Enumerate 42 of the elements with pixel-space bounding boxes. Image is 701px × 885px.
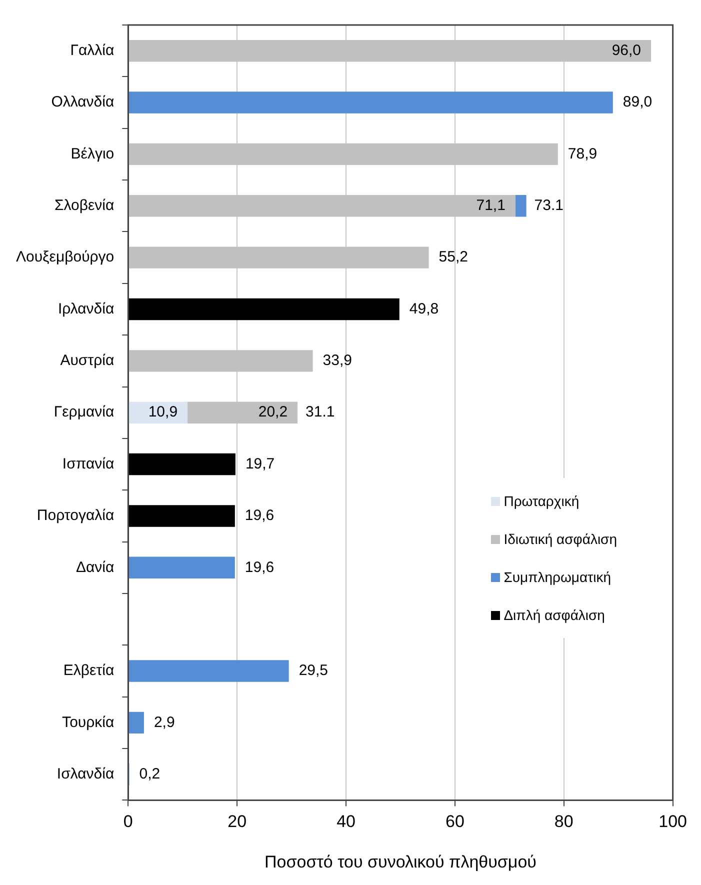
x-tick-label: 80	[554, 812, 574, 832]
x-tick-label: 40	[336, 812, 356, 832]
data-label: 55,2	[438, 248, 468, 266]
y-tick-label: Ιρλανδία	[58, 300, 114, 318]
data-label: 19,6	[244, 558, 274, 576]
data-label: 71,1	[476, 197, 506, 214]
y-tick-label: Ελβετία	[63, 662, 114, 680]
data-label: 78,9	[568, 145, 598, 162]
y-tick-label: Τουρκία	[62, 714, 114, 731]
y-tick-label: Αυστρία	[60, 352, 114, 370]
legend-label: Πρωταρχική	[504, 493, 580, 509]
data-label: 2,9	[154, 714, 175, 731]
data-label: 20,2	[258, 404, 288, 421]
x-tick-label: 60	[445, 812, 464, 832]
legend-label: Ιδιωτική ασφάλιση	[504, 531, 617, 547]
data-label: 10,9	[148, 404, 178, 421]
y-tick-label: Γερμανία	[54, 404, 114, 421]
y-tick-label: Βέλγιο	[70, 145, 114, 162]
data-label: 29,5	[298, 662, 328, 680]
legend-label: Συμπληρωματική	[504, 569, 612, 585]
y-tick-label: Ισπανία	[62, 455, 114, 472]
data-label: 19,6	[244, 507, 274, 524]
y-tick-label: Πορτογαλία	[36, 507, 114, 524]
data-label: 96,0	[612, 42, 642, 59]
y-tick-label: Γαλλία	[70, 42, 114, 59]
x-tick-label: 100	[658, 812, 688, 832]
data-label: 89,0	[622, 94, 652, 111]
data-label: 49,8	[409, 300, 439, 318]
y-tick-label: Δανία	[76, 558, 114, 576]
y-tick-label: Ολλανδία	[51, 94, 114, 111]
y-tick-label: Ισλανδία	[56, 766, 114, 782]
legend-label: Διπλή ασφάλιση	[504, 607, 605, 623]
total-label: 31.1	[306, 404, 335, 421]
x-tick-label: 0	[123, 812, 133, 832]
x-axis-title: Ποσοστό του συνολικού πληθυσμού	[264, 852, 536, 872]
x-tick-label: 20	[228, 812, 247, 832]
y-tick-label: Σλοβενία	[54, 197, 114, 214]
data-label: 0,2	[139, 766, 160, 782]
y-tick-label: Λουξεμβούργο	[16, 248, 114, 266]
data-label: 33,9	[322, 352, 352, 370]
total-label: 73.1	[534, 197, 564, 214]
data-label: 19,7	[245, 455, 275, 472]
